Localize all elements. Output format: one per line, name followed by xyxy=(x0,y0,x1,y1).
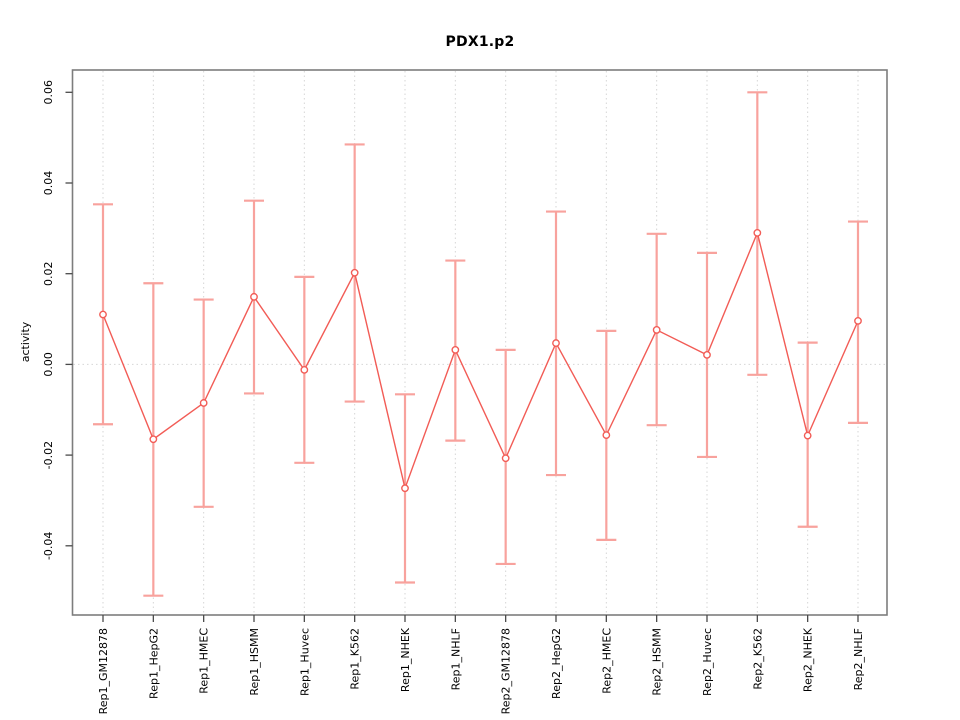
data-point xyxy=(803,431,812,440)
x-tick-label: Rep2_NHLF xyxy=(852,628,865,690)
data-point xyxy=(300,365,309,374)
x-tick-label: Rep2_K562 xyxy=(751,628,764,690)
data-line xyxy=(102,230,859,491)
x-tick-label: Rep1_Huvec xyxy=(298,628,311,696)
x-tick-label: Rep2_HSMM xyxy=(651,628,664,696)
axis-ticks xyxy=(65,91,859,622)
x-tick-label: Rep1_NHLF xyxy=(449,628,462,690)
y-tick-label: 0.06 xyxy=(42,80,55,105)
gridlines xyxy=(73,71,886,614)
data-point xyxy=(602,431,611,440)
x-tick-label: Rep1_HSMM xyxy=(248,628,261,696)
data-point xyxy=(552,339,560,347)
y-tick-labels: 0.06 0.04 0.02 0.00 -0.02 -0.04 xyxy=(42,80,55,560)
x-tick-label: Rep1_HMEC xyxy=(198,628,211,694)
data-point xyxy=(451,345,460,354)
x-tick-label: Rep1_HepG2 xyxy=(147,628,160,699)
y-tick-label: 0.02 xyxy=(42,261,55,286)
x-tick-label: Rep2_HepG2 xyxy=(550,628,563,699)
y-axis-label: activity xyxy=(19,321,32,363)
y-tick-label: -0.02 xyxy=(42,441,55,469)
y-tick-label: -0.04 xyxy=(42,532,55,560)
data-point xyxy=(149,435,158,444)
x-tick-label: Rep1_NHEK xyxy=(399,627,412,692)
x-tick-label: Rep1_K562 xyxy=(349,628,362,690)
data-point xyxy=(250,292,258,301)
x-tick-label: Rep2_NHEK xyxy=(802,627,815,692)
data-point xyxy=(501,454,510,463)
data-point xyxy=(753,228,762,237)
x-tick-label: Rep2_HMEC xyxy=(600,628,613,694)
error-bars xyxy=(93,91,868,597)
data-points xyxy=(99,228,862,493)
chart-title: PDX1.p2 xyxy=(445,34,515,50)
data-point xyxy=(99,310,107,319)
y-tick-label: 0.04 xyxy=(42,171,55,196)
x-tick-label: Rep2_GM12878 xyxy=(500,628,513,714)
plot-box xyxy=(71,69,888,616)
x-tick-labels: Rep1_GM12878 Rep1_HepG2 Rep1_HMEC Rep1_HSMM… xyxy=(97,627,865,714)
y-tick-label: 0.00 xyxy=(42,352,55,377)
data-point xyxy=(652,326,661,334)
data-point xyxy=(401,484,409,493)
data-point xyxy=(703,350,711,359)
x-tick-label: Rep2_Huvec xyxy=(701,628,714,696)
data-point xyxy=(350,268,359,277)
data-point xyxy=(854,316,862,325)
series-line xyxy=(102,230,859,491)
data-point xyxy=(199,399,208,407)
x-tick-label: Rep1_GM12878 xyxy=(97,628,110,714)
